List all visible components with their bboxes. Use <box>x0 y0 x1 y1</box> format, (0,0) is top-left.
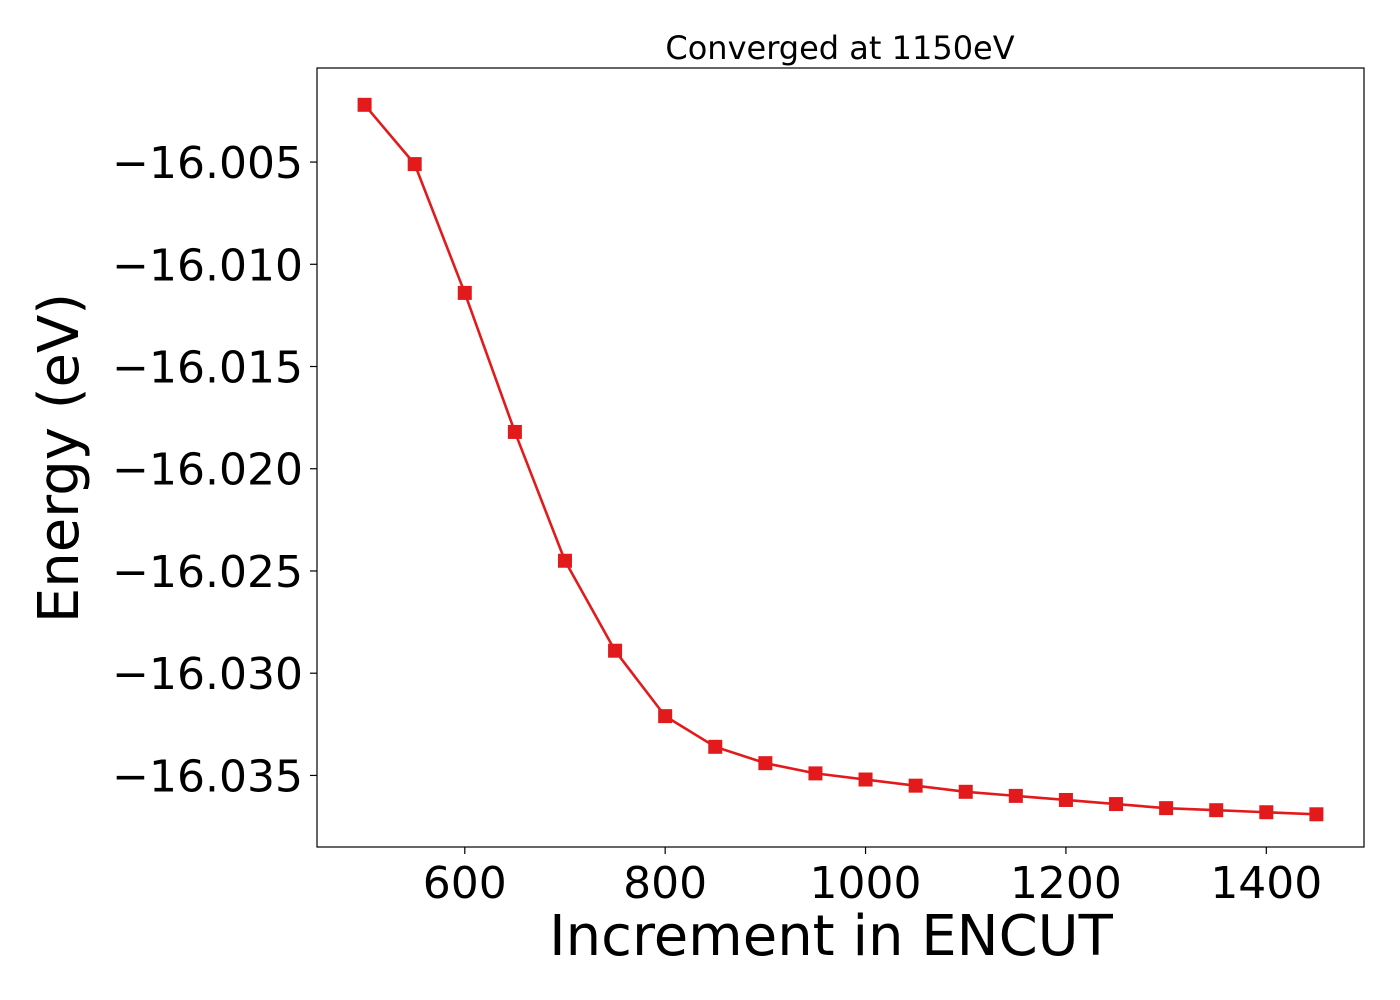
data-point-marker <box>858 772 873 787</box>
data-point-marker <box>658 709 673 724</box>
data-point-marker <box>758 756 773 771</box>
y-axis-ticks: −16.005 −16.010 −16.015 −16.020 −16.025 −16.0… <box>112 138 317 802</box>
x-tick-label: 1400 <box>1210 858 1322 909</box>
series-line-energy <box>363 103 1317 816</box>
data-point-marker <box>407 157 422 172</box>
data-point-marker <box>608 643 623 658</box>
data-point-marker <box>1008 788 1023 803</box>
x-axis-ticks: 600 800 1000 1200 1400 <box>423 847 1322 909</box>
chart-title: Converged at 1150eV <box>665 29 1014 67</box>
data-point-marker <box>1058 792 1073 807</box>
data-point-marker <box>1109 797 1124 812</box>
data-point-marker <box>908 778 923 793</box>
y-tick-label: −16.015 <box>112 343 303 394</box>
y-tick-label: −16.020 <box>112 445 303 496</box>
data-point-marker <box>958 784 973 799</box>
y-tick-label: −16.035 <box>112 751 303 802</box>
x-tick-label: 1000 <box>810 858 922 909</box>
y-tick-label: −16.030 <box>112 649 303 700</box>
x-axis-label: Increment in ENCUT <box>549 904 1114 969</box>
x-tick-label: 1200 <box>1010 858 1122 909</box>
data-point-marker <box>1159 801 1174 816</box>
data-point-marker <box>557 553 572 568</box>
x-tick-label: 600 <box>423 858 507 909</box>
y-tick-label: −16.010 <box>112 240 303 291</box>
y-tick-label: −16.005 <box>112 138 303 189</box>
x-tick-label: 800 <box>623 858 707 909</box>
y-tick-label: −16.025 <box>112 547 303 598</box>
series-markers <box>357 97 1324 822</box>
data-point-marker <box>708 739 723 754</box>
plot-area <box>316 67 1365 848</box>
data-point-marker <box>1309 807 1324 822</box>
data-point-marker <box>808 766 823 781</box>
y-axis-label: Energy (eV) <box>27 293 92 623</box>
data-point-marker <box>1259 805 1274 820</box>
data-point-marker <box>1209 803 1224 818</box>
data-point-marker <box>507 424 522 439</box>
data-point-marker <box>457 285 472 300</box>
data-point-marker <box>357 97 372 112</box>
